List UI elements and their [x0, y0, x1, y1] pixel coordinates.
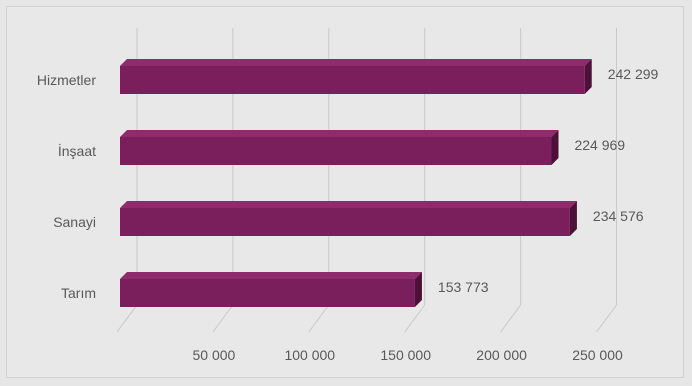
x-tick-label: 100 000 [284, 347, 335, 363]
gridline-depth [596, 304, 617, 333]
gridline-depth [500, 304, 522, 333]
bar-side-face [414, 272, 422, 307]
gridline-depth [116, 304, 138, 333]
bar-layer [120, 59, 592, 307]
bar-side-face [551, 130, 559, 165]
bar-top-face [120, 272, 422, 279]
bar-top-face [120, 59, 592, 66]
x-tick-label: 250 000 [572, 347, 623, 363]
value-label: 234 576 [593, 208, 644, 224]
bar [120, 208, 570, 236]
bar-side-face [584, 59, 592, 94]
label-layer: 50 000 100 000 150 000 200 000 250 000 Hizmet… [37, 66, 659, 363]
bar [120, 279, 415, 307]
category-label: Sanayi [53, 214, 96, 230]
gridline-depth [404, 304, 426, 333]
gridline-depth [212, 304, 234, 333]
category-label: İnşaat [58, 142, 96, 159]
bar [120, 66, 585, 94]
x-tick-label: 50 000 [192, 347, 235, 363]
category-label: Tarım [61, 285, 96, 301]
bar [120, 137, 552, 165]
x-tick-label: 150 000 [380, 347, 431, 363]
value-label: 242 299 [608, 66, 659, 82]
gridline-depth [308, 304, 330, 333]
bar-top-face [120, 201, 577, 208]
x-tick-label: 200 000 [476, 347, 527, 363]
value-label: 224 969 [574, 137, 625, 153]
value-label: 153 773 [438, 279, 489, 295]
category-label: Hizmetler [37, 72, 96, 88]
bar-side-face [569, 201, 577, 236]
bar-top-face [120, 130, 559, 137]
